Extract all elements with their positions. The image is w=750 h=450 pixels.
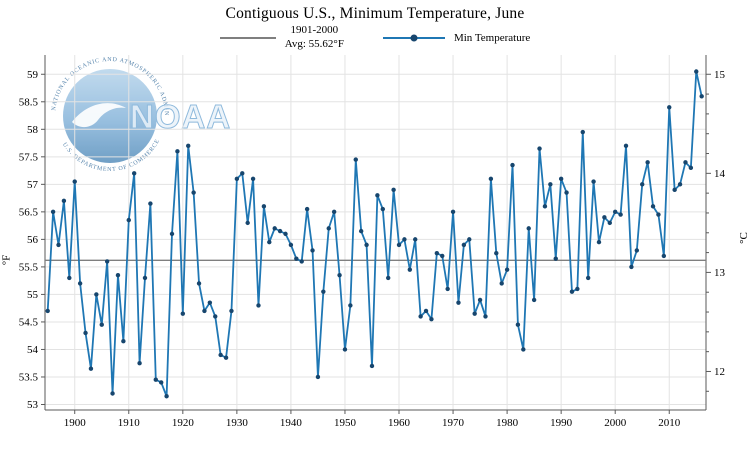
noaa-emblem-circle: [63, 69, 157, 163]
svg-text:1900: 1900: [64, 417, 87, 429]
svg-text:1970: 1970: [442, 417, 465, 429]
svg-text:1960: 1960: [388, 417, 411, 429]
svg-text:15: 15: [714, 69, 726, 81]
svg-text:58.5: 58.5: [19, 96, 39, 108]
legend: 1901-2000 Avg: 55.62°F Min Temperature: [0, 24, 750, 52]
svg-text:53.5: 53.5: [19, 371, 39, 383]
svg-text:12: 12: [714, 366, 725, 378]
avg-line-swatch: [219, 37, 276, 39]
svg-text:1980: 1980: [496, 417, 519, 429]
svg-text:58: 58: [27, 124, 39, 136]
svg-text:1990: 1990: [550, 417, 573, 429]
svg-text:53: 53: [27, 399, 39, 411]
svg-text:56: 56: [27, 234, 39, 246]
svg-text:1940: 1940: [280, 417, 303, 429]
svg-text:2010: 2010: [658, 417, 681, 429]
svg-text:1910: 1910: [118, 417, 141, 429]
series-marker-icon: [410, 34, 418, 42]
svg-text:1950: 1950: [334, 417, 357, 429]
avg-legend-line2: Avg: 55.62°F: [284, 38, 344, 50]
svg-text:1920: 1920: [172, 417, 195, 429]
svg-text:57.5: 57.5: [19, 151, 39, 163]
avg-legend-line1: 1901-2000: [290, 24, 339, 37]
svg-text:1930: 1930: [226, 417, 249, 429]
svg-text:54.5: 54.5: [19, 316, 39, 328]
svg-text:57: 57: [27, 179, 39, 191]
svg-text:56.5: 56.5: [19, 206, 39, 218]
svg-text:54: 54: [27, 344, 39, 356]
series-legend-label: Min Temperature: [453, 32, 531, 44]
svg-text:59: 59: [27, 69, 39, 81]
series-line-swatch: [382, 34, 445, 42]
avg-legend-label: 1901-2000 Avg: 55.62°F: [285, 24, 344, 52]
svg-text:2000: 2000: [604, 417, 627, 429]
svg-text:55.5: 55.5: [19, 261, 39, 273]
chart-title: Contiguous U.S., Minimum Temperature, Ju…: [225, 5, 525, 22]
noaa-gull-icon: [72, 103, 126, 128]
svg-text:13: 13: [714, 267, 726, 279]
svg-text:14: 14: [714, 168, 726, 180]
svg-text:55: 55: [27, 289, 39, 301]
